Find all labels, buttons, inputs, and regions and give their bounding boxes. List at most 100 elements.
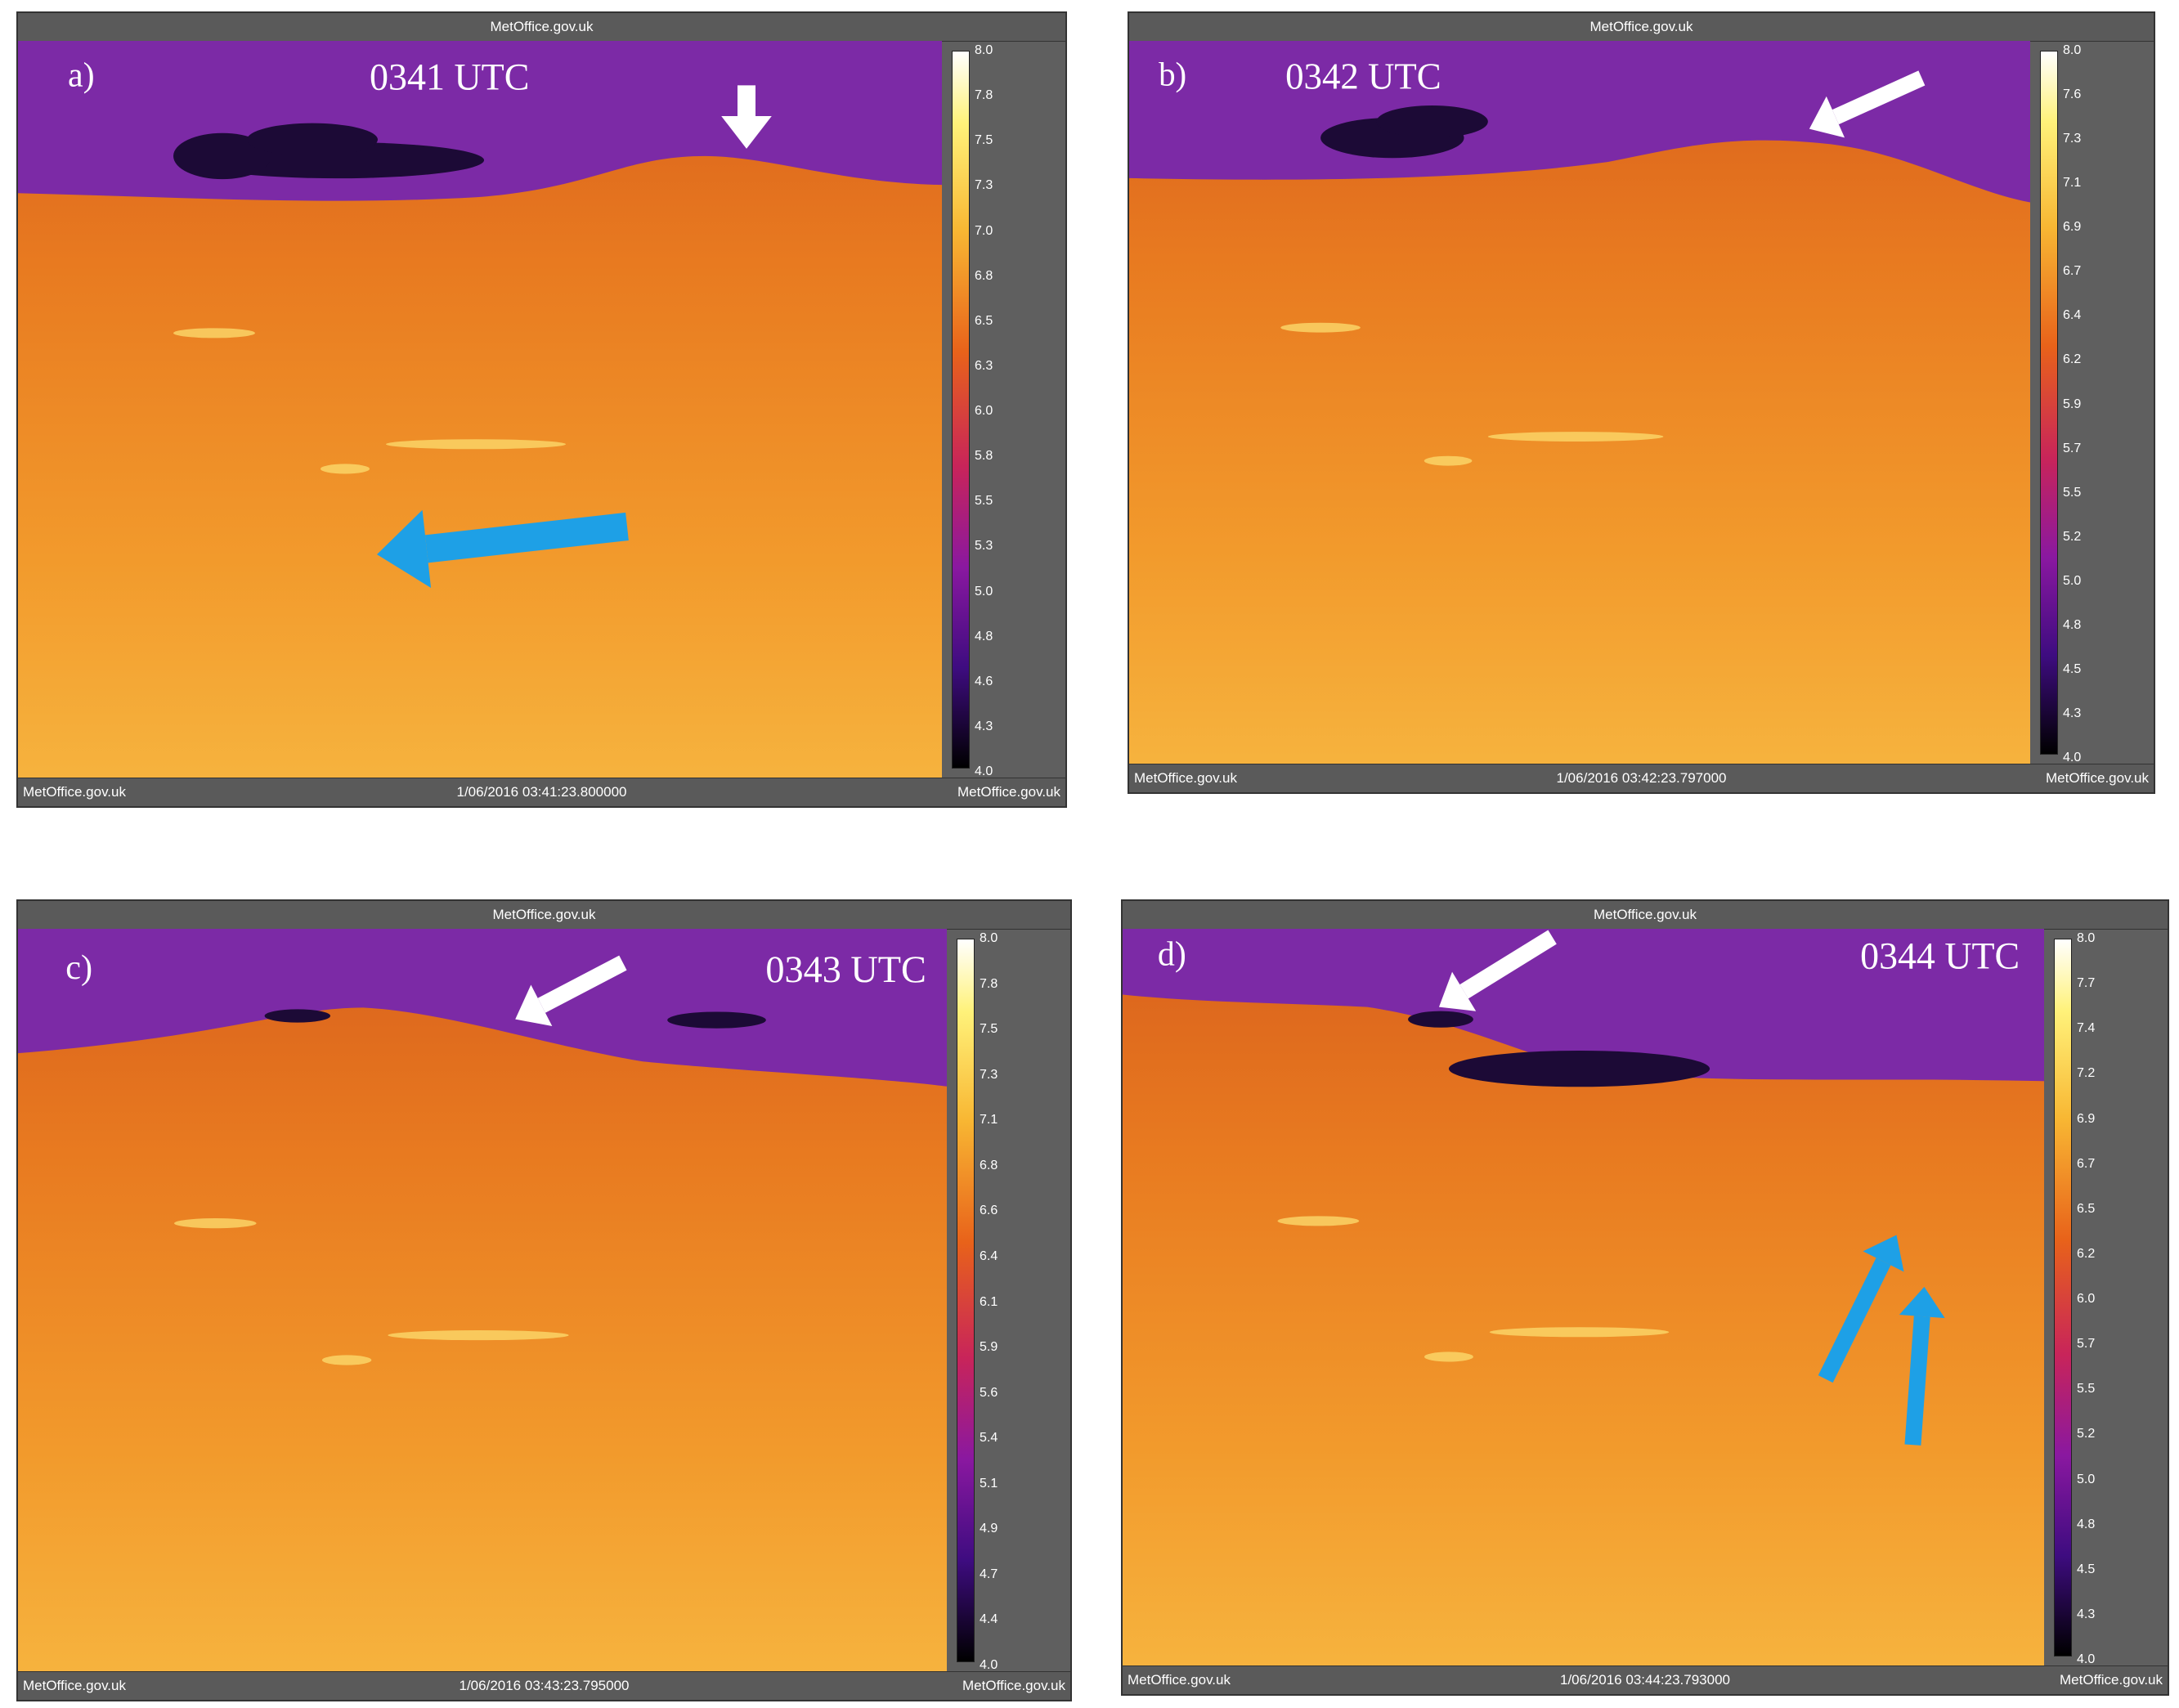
thermal-svg: d) 0344 UTC	[1123, 929, 2044, 1670]
colorbar: 8.0 7.8 7.5 7.3 7.0 6.8 6.5 6.3 6.0 5.8 5.5 5.3 5.0 4…	[939, 41, 1065, 778]
footer-right: MetOffice.gov.uk	[962, 1678, 1065, 1693]
colorbar-tick: 6.5	[975, 313, 993, 328]
cold-cloud	[173, 132, 271, 180]
colorbar-tick: 5.4	[980, 1431, 998, 1446]
colorbar-tick: 4.0	[2063, 751, 2082, 764]
cold-cloud	[1408, 1011, 1473, 1028]
sky	[18, 929, 947, 1087]
colorbar-tick: 5.7	[2063, 441, 2082, 455]
colorbar-tick: 7.1	[2063, 176, 2082, 191]
colorbar-strip	[2054, 939, 2072, 1656]
colorbar-tick: 8.0	[2063, 43, 2082, 57]
colorbar-strip	[957, 939, 975, 1662]
header-bar: MetOffice.gov.uk	[18, 901, 1070, 930]
colorbar-tick: 5.2	[2077, 1427, 2096, 1441]
arrow-shaft	[1459, 930, 1557, 999]
footer-left: MetOffice.gov.uk	[23, 1678, 126, 1693]
colorbar-tick: 7.3	[975, 178, 993, 193]
header-bar: MetOffice.gov.uk	[1123, 901, 2168, 930]
thermal-image: c) 0343 UTC	[18, 929, 947, 1675]
warm-feature	[1277, 1216, 1360, 1226]
time-label: 0343 UTC	[765, 949, 926, 991]
colorbar-tick: 5.9	[980, 1340, 998, 1355]
colorbar-tick: 6.7	[2077, 1156, 2096, 1171]
colorbar-tick: 5.5	[2063, 485, 2082, 500]
colorbar-tick: 7.0	[975, 223, 993, 238]
arrow-head	[1438, 971, 1477, 1011]
time-label: 0344 UTC	[1860, 935, 2020, 976]
arrow-shaft	[537, 955, 627, 1013]
colorbar-tick: 4.7	[980, 1567, 998, 1581]
colorbar-tick: 6.7	[2063, 264, 2082, 279]
colorbar-tick: 7.1	[980, 1113, 998, 1127]
colorbar-tick: 6.4	[2063, 308, 2082, 323]
colorbar-tick: 5.0	[2077, 1472, 2096, 1486]
colorbar-tick: 6.8	[980, 1158, 998, 1172]
arrow-shaft	[424, 512, 629, 563]
footer-left: MetOffice.gov.uk	[1134, 770, 1237, 786]
colorbar-tick: 7.2	[2077, 1066, 2096, 1081]
colorbar-tick: 6.0	[2077, 1292, 2096, 1306]
arrow-shaft	[1818, 1257, 1891, 1383]
colorbar-tick: 4.4	[980, 1612, 998, 1627]
colorbar-tick: 7.7	[2077, 976, 2096, 991]
colorbar-tick: 5.8	[975, 449, 993, 464]
colorbar-tick: 4.9	[980, 1522, 998, 1536]
colorbar-strip	[952, 51, 970, 769]
colorbar-tick: 7.5	[975, 133, 993, 148]
colorbar-tick: 4.5	[2077, 1562, 2096, 1576]
time-label: 0341 UTC	[370, 56, 529, 97]
colorbar-tick: 5.2	[2063, 529, 2082, 544]
camera-panel: MetOffice.gov.uk c) 0343 UTC 8.0 7.8 7.5 7.3 7.…	[16, 899, 1072, 1701]
colorbar-tick: 6.2	[2063, 352, 2082, 367]
colorbar-tick: 4.0	[975, 764, 993, 778]
footer-center: 1/06/2016 03:41:23.800000	[456, 784, 627, 800]
colorbar-tick: 5.1	[980, 1476, 998, 1491]
colorbar-tick: 8.0	[975, 43, 993, 57]
sky	[1129, 41, 2030, 203]
camera-panel: MetOffice.gov.uk b) 0342 UTC 8.0 7.6 7.3 7.1 6.…	[1128, 11, 2155, 794]
panel-label: b)	[1159, 55, 1186, 93]
arrow-head	[1809, 96, 1845, 138]
colorbar-tick: 4.3	[2077, 1607, 2096, 1621]
colorbar-tick: 5.3	[975, 539, 993, 554]
warm-feature	[1489, 1327, 1670, 1338]
panel-label: c)	[65, 948, 92, 987]
colorbar-tick: 6.5	[2077, 1201, 2096, 1216]
camera-panel: MetOffice.gov.uk a) 0341 UTC 8.0 7.8 7.5 7.3 7.…	[16, 11, 1067, 808]
cold-cloud	[1376, 105, 1488, 138]
colorbar-tick: 4.6	[975, 674, 993, 688]
cold-cloud	[264, 1009, 331, 1023]
colorbar-tick: 6.0	[975, 404, 993, 418]
warm-feature	[386, 439, 566, 450]
warm-feature	[321, 1355, 372, 1365]
colorbar-tick: 4.0	[980, 1658, 998, 1672]
thermal-svg: a) 0341 UTC	[18, 41, 942, 782]
footer-right: MetOffice.gov.uk	[957, 784, 1060, 800]
colorbar-tick: 8.0	[2077, 931, 2096, 945]
colorbar-tick: 5.6	[980, 1385, 998, 1400]
footer-center: 1/06/2016 03:43:23.795000	[459, 1678, 630, 1693]
colorbar-tick: 7.4	[2077, 1021, 2096, 1036]
colorbar-tick: 5.7	[2077, 1337, 2096, 1352]
time-label: 0342 UTC	[1285, 56, 1441, 96]
colorbar-tick: 6.3	[975, 358, 993, 373]
footer-bar: MetOffice.gov.uk 1/06/2016 03:43:23.79500…	[18, 1671, 1070, 1700]
colorbar-tick: 6.9	[2077, 1111, 2096, 1126]
colorbar-tick: 7.3	[2063, 132, 2082, 146]
arrow-head	[515, 984, 553, 1026]
thermal-image: a) 0341 UTC	[18, 41, 942, 782]
colorbar-tick: 6.8	[975, 268, 993, 283]
footer-left: MetOffice.gov.uk	[1128, 1672, 1231, 1688]
colorbar-tick: 7.8	[980, 976, 998, 991]
warm-feature	[321, 464, 370, 474]
panel-label: d)	[1158, 935, 1186, 973]
colorbar: 8.0 7.8 7.5 7.3 7.1 6.8 6.6 6.4 6.1 5.9 5.6 5.4 5.1 4…	[944, 929, 1070, 1672]
header-bar: MetOffice.gov.uk	[1129, 13, 2154, 42]
thermal-svg: c) 0343 UTC	[18, 929, 947, 1675]
warm-feature	[174, 1218, 257, 1229]
footer-right: MetOffice.gov.uk	[2060, 1672, 2163, 1688]
colorbar-tick: 7.5	[980, 1022, 998, 1037]
warm-feature	[388, 1329, 569, 1341]
thermal-image: b) 0342 UTC	[1129, 41, 2030, 768]
